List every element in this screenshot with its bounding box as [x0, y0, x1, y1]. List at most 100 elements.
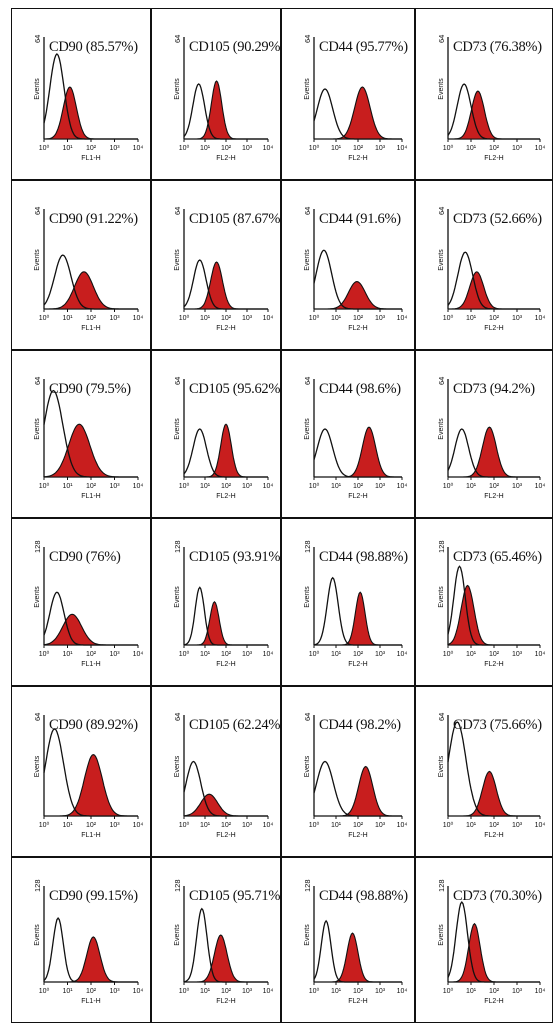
histogram-plot: 128 Events 10⁰ 10¹ 10² 10³ 10⁴ FL2-H — [303, 540, 407, 668]
x-tick-label: 10⁰ — [309, 482, 320, 490]
histogram-plot: 128 Events 10⁰ 10¹ 10² 10³ 10⁴ FL2-H — [173, 540, 273, 668]
x-tick-label: 10¹ — [466, 651, 477, 658]
y-axis-label: Events — [304, 249, 311, 271]
x-tick-label: 10³ — [512, 988, 523, 995]
marker-percent-label: CD73 (70.30%) — [453, 888, 542, 904]
isotype-control-histogram — [447, 901, 540, 983]
x-tick-label: 10⁴ — [263, 145, 274, 152]
histogram-plot: 128 Events 10⁰ 10¹ 10² 10³ 10⁴ FL1-H — [33, 540, 143, 668]
x-tick-label: 10² — [353, 483, 364, 490]
x-tick-label: 10³ — [242, 988, 253, 995]
x-tick-label: 10² — [86, 988, 97, 995]
x-tick-label: 10³ — [109, 145, 120, 152]
histogram-panel: 64 Events 10⁰ 10¹ 10² 10³ 10⁴ FL2-H CD44 (91.6%) — [281, 180, 415, 350]
histogram-plot: 128 Events 10⁰ 10¹ 10² 10³ 10⁴ FL2-H — [173, 879, 273, 1005]
histogram-panel: 64 Events 10⁰ 10¹ 10² 10³ 10⁴ FL1-H CD90 (91.22%… — [11, 180, 151, 350]
x-tick-label: 10⁰ — [179, 987, 190, 995]
x-tick-label: 10¹ — [200, 315, 211, 322]
y-axis-label: Events — [174, 924, 181, 946]
marker-percent-label: CD105 (90.29%) — [189, 39, 285, 55]
marker-percent-label: CD90 (91.22%) — [49, 211, 138, 227]
stained-histogram — [314, 932, 402, 983]
y-max-tick-label: 64 — [173, 35, 182, 43]
x-tick-label: 10² — [86, 651, 97, 658]
x-tick-label: 10¹ — [200, 822, 211, 829]
x-tick-label: 10³ — [109, 988, 120, 995]
x-tick-label: 10³ — [242, 145, 253, 152]
histogram-plot: 64 Events 10⁰ 10¹ 10² 10³ 10⁴ FL2-H — [303, 713, 407, 839]
x-tick-label: 10⁰ — [309, 314, 320, 322]
histogram-panel: 64 Events 10⁰ 10¹ 10² 10³ 10⁴ FL2-H CD105 (95.62… — [151, 350, 285, 518]
x-tick-label: 10² — [353, 145, 364, 152]
y-max-tick-label: 64 — [33, 377, 42, 385]
isotype-control-histogram — [183, 259, 268, 310]
histogram-panel: 64 Events 10⁰ 10¹ 10² 10³ 10⁴ FL1-H CD90 (85.57%… — [11, 8, 151, 180]
x-tick-label: 10¹ — [331, 145, 342, 152]
y-axis-label: Events — [174, 418, 181, 440]
x-tick-label: 10¹ — [331, 651, 342, 658]
stained-histogram — [448, 271, 540, 310]
stained-histogram — [44, 936, 138, 983]
histogram-plot: 128 Events 10⁰ 10¹ 10² 10³ 10⁴ FL2-H — [303, 879, 407, 1005]
x-tick-label: 10¹ — [200, 483, 211, 490]
histogram-panel: 64 Events 10⁰ 10¹ 10² 10³ 10⁴ FL2-H CD44 (98.6%) — [281, 350, 415, 518]
stained-histogram — [184, 601, 268, 646]
x-tick-label: 10⁰ — [309, 650, 320, 658]
y-axis-label: Events — [34, 249, 41, 271]
histogram-panel: 64 Events 10⁰ 10¹ 10² 10³ 10⁴ FL2-H CD73 (75.66%… — [415, 686, 553, 857]
x-tick-label: 10⁰ — [39, 314, 50, 322]
y-axis-label: Events — [34, 586, 41, 608]
y-max-tick-label: 64 — [303, 377, 312, 385]
histogram-plot: 64 Events 10⁰ 10¹ 10² 10³ 10⁴ FL1-H — [33, 35, 143, 162]
y-axis-label: Events — [174, 586, 181, 608]
x-tick-label: 10⁴ — [133, 315, 144, 322]
histogram-panel: 64 Events 10⁰ 10¹ 10² 10³ 10⁴ FL2-H CD73 (94.2%) — [415, 350, 553, 518]
y-max-tick-label: 64 — [303, 35, 312, 43]
y-axis-label: Events — [438, 924, 445, 946]
x-tick-label: 10³ — [512, 822, 523, 829]
x-tick-label: 10² — [489, 483, 500, 490]
x-tick-label: 10¹ — [62, 145, 73, 152]
isotype-control-histogram — [313, 428, 402, 478]
x-tick-label: 10³ — [375, 822, 386, 829]
x-tick-label: 10² — [86, 822, 97, 829]
marker-percent-label: CD44 (98.88%) — [319, 888, 408, 904]
x-tick-label: 10¹ — [62, 315, 73, 322]
stained-histogram — [447, 584, 540, 646]
x-tick-label: 10⁴ — [397, 315, 408, 322]
y-max-tick-label: 128 — [303, 540, 312, 553]
x-axis-label: FL2-H — [348, 325, 367, 332]
isotype-control-histogram — [183, 586, 268, 646]
x-tick-label: 10¹ — [466, 145, 477, 152]
x-tick-label: 10¹ — [466, 315, 477, 322]
y-axis-label: Events — [438, 249, 445, 271]
y-max-tick-label: 64 — [173, 207, 182, 215]
isotype-control-histogram — [313, 919, 402, 983]
x-tick-label: 10³ — [109, 483, 120, 490]
x-tick-label: 10⁴ — [133, 822, 144, 829]
y-axis-label: Events — [174, 755, 181, 777]
x-tick-label: 10² — [221, 822, 232, 829]
x-tick-label: 10⁰ — [309, 144, 320, 152]
y-axis-label: Events — [34, 78, 41, 100]
x-axis-label: FL2-H — [348, 155, 367, 162]
isotype-control-histogram — [183, 83, 268, 140]
x-tick-label: 10¹ — [331, 822, 342, 829]
x-tick-label: 10³ — [109, 822, 120, 829]
x-tick-label: 10¹ — [331, 483, 342, 490]
x-tick-label: 10³ — [109, 651, 120, 658]
marker-percent-label: CD44 (98.2%) — [319, 717, 401, 733]
isotype-control-histogram — [43, 254, 138, 310]
x-tick-label: 10¹ — [466, 988, 477, 995]
histogram-panel: 128 Events 10⁰ 10¹ 10² 10³ 10⁴ FL2-H CD44 (98.88… — [281, 518, 415, 686]
x-tick-label: 10¹ — [331, 988, 342, 995]
x-axis-label: FL1-H — [81, 998, 100, 1005]
x-tick-label: 10¹ — [200, 988, 211, 995]
x-tick-label: 10³ — [375, 651, 386, 658]
x-axis-label: FL2-H — [484, 493, 503, 500]
x-tick-label: 10² — [353, 822, 364, 829]
x-tick-label: 10⁴ — [397, 483, 408, 490]
x-axis-label: FL2-H — [484, 832, 503, 839]
histogram-plot: 64 Events 10⁰ 10¹ 10² 10³ 10⁴ FL2-H — [173, 207, 273, 332]
marker-percent-label: CD105 (95.62%) — [189, 381, 285, 397]
